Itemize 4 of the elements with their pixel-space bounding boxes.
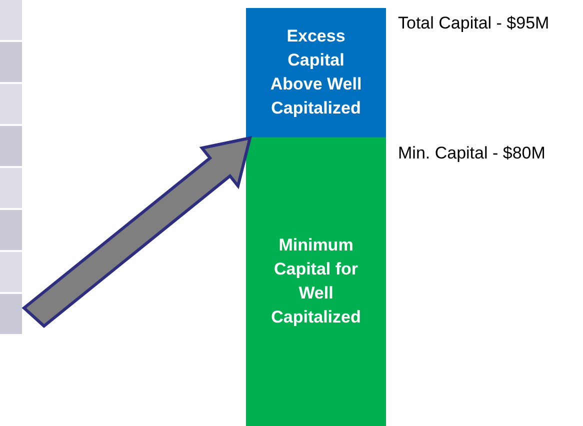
series-label: Minimum Capital for Well Capitalized	[271, 235, 361, 326]
series-label: Excess Capital Above Well Capitalized	[270, 26, 362, 118]
text: Total Capital - $95M	[398, 14, 550, 33]
text: Min. Capital - $80M	[398, 143, 546, 162]
